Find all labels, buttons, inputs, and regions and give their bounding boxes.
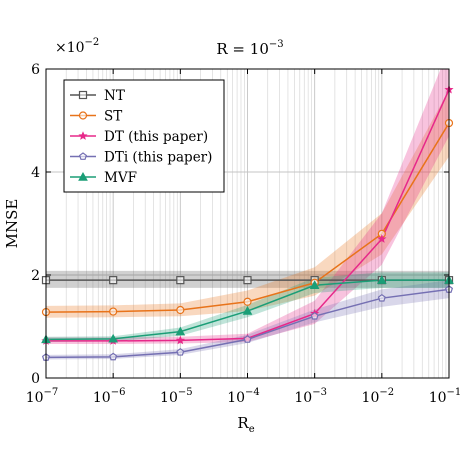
- y-tick-label: 6: [31, 62, 40, 78]
- chart-title: R = 10−3: [216, 39, 283, 58]
- point-mvf: [108, 333, 119, 343]
- point-st: [176, 305, 185, 315]
- legend-marker-dti: [78, 152, 88, 160]
- point-mvf: [376, 275, 387, 284]
- point-dt: [377, 234, 387, 243]
- band-st: [46, 89, 449, 318]
- chart-text: 10−7 10−6 10−5 10−4 10−3 10−2 10−1 0 2 4 6 ×10−2 R =…: [3, 37, 461, 435]
- legend-marker-mvf: [78, 171, 88, 181]
- y-multiplier-label: ×10−2: [55, 37, 99, 56]
- legend-marker-dt: [78, 131, 88, 140]
- point-mvf: [242, 306, 253, 315]
- point-mvf: [175, 326, 186, 336]
- x-axis-label: Re: [237, 414, 254, 435]
- x-tick-label: 10−1: [429, 387, 462, 406]
- y-tick-label: 2: [31, 268, 40, 284]
- legend-label-st: ST: [104, 109, 122, 125]
- point-dti: [109, 352, 118, 361]
- x-tick-label: 10−5: [160, 387, 193, 406]
- point-dti: [310, 311, 319, 320]
- legend-label-nt: NT: [104, 88, 125, 104]
- legend-marker-st: [78, 111, 88, 120]
- y-tick-label: 4: [31, 165, 40, 181]
- band-dti: [46, 280, 449, 360]
- series-markers: [41, 84, 454, 361]
- legend-label-mvf: MVF: [104, 170, 137, 186]
- point-dti: [243, 335, 252, 343]
- x-tick-label: 10−2: [362, 387, 395, 406]
- point-nt: [176, 276, 185, 285]
- legend-marker-nt: [78, 90, 88, 100]
- point-dti: [377, 293, 386, 302]
- x-tick-label: 10−7: [26, 387, 59, 406]
- x-tick-label: 10−3: [294, 387, 327, 406]
- point-mvf: [309, 280, 320, 289]
- point-dt: [175, 335, 185, 345]
- point-st: [109, 307, 118, 316]
- legend-label-dti: DTi (this paper): [104, 150, 212, 166]
- legend: NT ST DT (this paper) DTi (this paper) MVF: [63, 79, 225, 193]
- y-tick-label: 0: [31, 371, 40, 387]
- point-nt: [243, 276, 252, 285]
- y-axis-label: MNSE: [3, 199, 21, 249]
- x-tick-label: 10−4: [227, 387, 260, 406]
- point-dti: [176, 348, 185, 356]
- legend-label-dt: DT (this paper): [104, 129, 208, 145]
- x-tick-label: 10−6: [93, 387, 126, 406]
- point-st: [243, 297, 252, 306]
- point-nt: [109, 276, 118, 285]
- axis-ticks: [45, 68, 450, 379]
